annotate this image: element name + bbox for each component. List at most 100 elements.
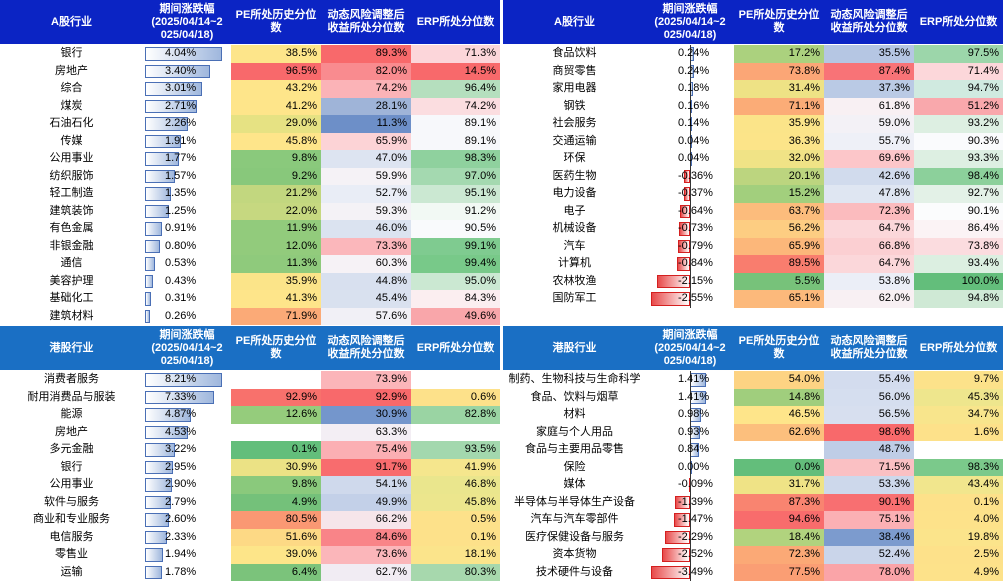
change-value: 0.26% (165, 309, 197, 322)
zero-axis (690, 546, 691, 564)
change-cell: 0.04% (646, 150, 734, 168)
header-industry: 港股行业 (552, 341, 597, 354)
erp-percentile (411, 371, 500, 389)
change-value: 0.16% (678, 99, 710, 112)
pe-percentile: 0.1% (231, 441, 321, 459)
zero-axis (690, 423, 691, 441)
header-industry: A股行业 (554, 15, 595, 28)
industry-name: 机械设备 (552, 222, 597, 234)
change-value: 3.01% (165, 82, 197, 94)
change-value: -0.37% (678, 187, 713, 199)
header-pe: PE所处历史分位 数 (235, 9, 317, 34)
industry-name: 建筑材料 (49, 309, 94, 322)
table-row: 电力设备 -0.37% 15.2% 47.8% 92.7% (503, 185, 1003, 203)
change-cell: 4.53% (143, 424, 231, 442)
change-value: 2.60% (165, 513, 197, 525)
change-cell: -2.52% (646, 546, 734, 564)
zero-axis (690, 45, 691, 63)
erp-percentile: 19.8% (914, 528, 1003, 546)
risk-adjusted-percentile: 84.6% (321, 528, 411, 546)
change-bar (145, 292, 151, 306)
table-row: 计算机 -0.84% 89.5% 64.7% 93.4% (503, 255, 1003, 273)
table-row: 食品饮料 0.24% 17.2% 35.5% 97.5% (503, 45, 1003, 63)
erp-percentile: 80.3% (411, 563, 500, 581)
change-cell: 0.16% (646, 97, 734, 115)
change-value: 2.71% (165, 99, 197, 112)
table-row: 公用事业 1.77% 9.8% 47.0% 98.3% (0, 150, 500, 168)
pe-percentile: 54.0% (734, 371, 824, 389)
pe-percentile: 73.8% (734, 62, 824, 80)
risk-adjusted-percentile: 30.9% (321, 406, 411, 424)
risk-adjusted-percentile: 54.1% (321, 476, 411, 494)
change-cell: -2.29% (646, 528, 734, 546)
pe-percentile: 65.9% (734, 237, 824, 255)
risk-adjusted-percentile: 56.5% (824, 406, 914, 424)
zero-axis (690, 62, 691, 80)
zero-axis (690, 406, 691, 424)
industry-name: 电力设备 (552, 187, 597, 199)
table-row: 农林牧渔 -2.15% 5.5% 53.8% 100.0% (503, 272, 1003, 290)
erp-percentile: 94.7% (914, 80, 1003, 98)
industry-name: 轻工制造 (49, 187, 94, 199)
table-row: 钢铁 0.16% 71.1% 61.8% 51.2% (503, 97, 1003, 115)
erp-percentile: 97.0% (411, 167, 500, 185)
change-bar (145, 443, 176, 457)
pe-percentile: 77.5% (734, 563, 824, 581)
risk-adjusted-percentile: 53.3% (824, 476, 914, 494)
pe-percentile: 18.4% (734, 528, 824, 546)
change-value: 1.41% (678, 373, 710, 385)
risk-adjusted-percentile: 56.0% (824, 388, 914, 406)
erp-percentile: 94.8% (914, 290, 1003, 308)
pe-percentile: 41.3% (231, 290, 321, 308)
change-cell: 0.98% (646, 406, 734, 424)
pe-percentile: 15.2% (734, 185, 824, 203)
risk-adjusted-percentile: 59.3% (321, 202, 411, 220)
change-cell: 1.25% (143, 203, 231, 221)
erp-percentile: 90.3% (914, 132, 1003, 150)
erp-percentile: 0.1% (411, 528, 500, 546)
risk-adjusted-percentile: 28.1% (321, 97, 411, 115)
industry-name: 多元金融 (49, 443, 94, 455)
erp-percentile: 73.8% (914, 237, 1003, 255)
risk-adjusted-percentile: 64.7% (824, 220, 914, 238)
industry-name: 石油石化 (49, 117, 94, 129)
change-bar (145, 513, 170, 527)
change-cell: 1.94% (143, 546, 231, 564)
industry-name: 汽车 (563, 239, 586, 252)
pe-percentile: 35.9% (231, 272, 321, 290)
change-value: -1.47% (678, 513, 713, 525)
table-row: 房地产 3.40% 96.5% 82.0% 14.5% (0, 62, 500, 80)
change-cell: 1.77% (143, 150, 231, 168)
change-cell: 0.43% (143, 273, 231, 291)
industry-name: 美容护理 (49, 274, 94, 287)
pe-percentile: 56.2% (734, 220, 824, 238)
industry-name: 国防军工 (552, 292, 597, 304)
change-bar (145, 530, 167, 544)
change-value: 0.24% (678, 64, 710, 77)
industry-name: 传媒 (60, 134, 83, 147)
erp-percentile: 99.1% (411, 237, 500, 255)
header-pe: PE所处历史分位 数 (235, 335, 317, 360)
change-value: -2.52% (678, 548, 713, 560)
table-row: 多元金融 3.22% 0.1% 75.4% 93.5% (0, 441, 500, 459)
pe-percentile: 39.0% (231, 546, 321, 564)
table-row: 媒体 -0.09% 31.7% 53.3% 43.4% (503, 476, 1003, 494)
risk-adjusted-percentile: 63.3% (321, 423, 411, 441)
change-cell: 1.41% (646, 388, 734, 406)
pe-percentile: 94.6% (734, 511, 824, 529)
pe-percentile: 9.2% (231, 167, 321, 185)
zero-axis (690, 97, 691, 115)
industry-name: 计算机 (558, 257, 591, 269)
table-row: 汽车与汽车零部件 -1.47% 94.6% 75.1% 4.0% (503, 511, 1003, 529)
industry-name: 制药、生物科技与生命科学 (508, 373, 641, 385)
change-bar (650, 292, 690, 306)
risk-adjusted-percentile: 35.5% (824, 45, 914, 63)
industry-name: 有色金属 (49, 222, 94, 234)
change-bar (673, 513, 690, 527)
change-cell: 2.95% (143, 459, 231, 477)
change-bar (145, 495, 172, 509)
change-cell: 0.80% (143, 238, 231, 256)
risk-adjusted-percentile: 46.0% (321, 220, 411, 238)
zero-axis (690, 528, 691, 546)
risk-adjusted-percentile: 62.0% (824, 290, 914, 308)
